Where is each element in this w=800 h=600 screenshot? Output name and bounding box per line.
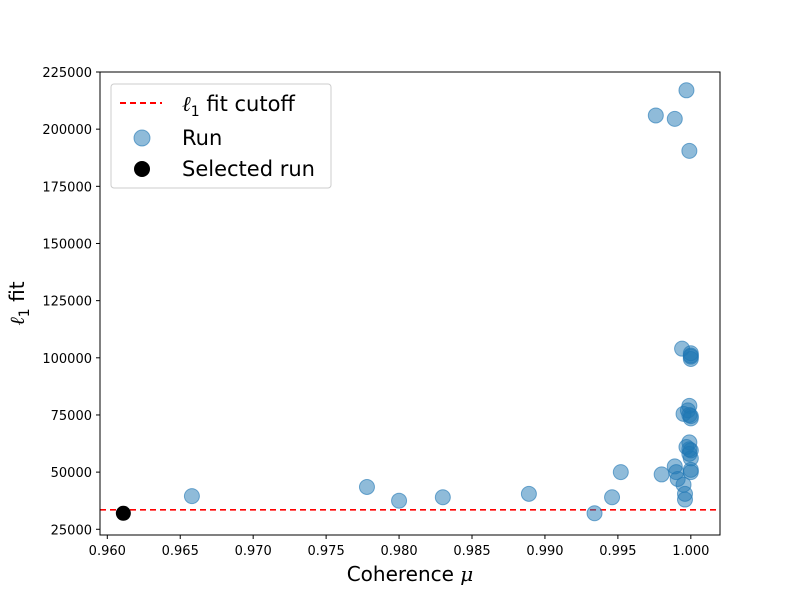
legend-cutoff-subscript: 1 [191, 104, 200, 120]
selected-run-point [115, 505, 131, 521]
y-tick-label: 100000 [42, 352, 92, 367]
legend-box [110, 83, 332, 189]
y-axis-label: ℓ1 fit [5, 281, 33, 325]
y-tick-label: 125000 [42, 295, 92, 310]
legend-cutoff-label: ℓ1 fit cutoff [182, 92, 295, 120]
run-point [358, 478, 375, 495]
plot-area [100, 82, 720, 522]
legend-selected-label: Selected run [182, 157, 315, 181]
x-tick-label: 0.995 [599, 544, 636, 559]
y-axis-label-text: fit [5, 281, 29, 308]
run-point [653, 466, 670, 483]
legend-cutoff-symbol: ℓ [182, 92, 191, 116]
y-tick-label: 25000 [51, 523, 92, 538]
run-point [183, 488, 200, 505]
y-tick-label: 175000 [42, 180, 92, 195]
x-axis-ticks: 0.960 0.965 0.970 0.975 0.980 0.985 0.990 0.995… [89, 535, 709, 559]
x-tick-label: 0.990 [526, 544, 563, 559]
run-point [678, 82, 695, 99]
x-tick-label: 0.965 [162, 544, 199, 559]
x-tick-label: 0.980 [380, 544, 417, 559]
legend-run-swatch [133, 129, 151, 147]
x-tick-label: 0.960 [89, 544, 126, 559]
x-axis-label-text: Coherence [347, 562, 461, 586]
run-point [391, 492, 408, 509]
x-tick-label: 0.985 [453, 544, 490, 559]
y-axis-ticks: 25000 50000 75000 100000 125000 150000 175000 2… [42, 66, 100, 538]
legend-selected-swatch [134, 161, 150, 177]
run-point [681, 142, 698, 159]
y-tick-label: 225000 [42, 66, 92, 81]
run-point [604, 489, 621, 506]
x-tick-label: 0.970 [235, 544, 272, 559]
run-point [666, 110, 683, 127]
run-point [586, 505, 603, 522]
run-point [520, 485, 537, 502]
run-point [612, 464, 629, 481]
y-axis-label-subscript: 1 [17, 308, 33, 317]
y-tick-label: 75000 [51, 409, 92, 424]
run-point [676, 491, 693, 508]
legend-cutoff-text: fit cutoff [200, 92, 296, 116]
y-tick-label: 50000 [51, 466, 92, 481]
legend: ℓ1 fit cutoff Run Selected run [110, 83, 332, 189]
x-tick-label: 1.000 [672, 544, 709, 559]
x-axis-label: Coherence μ [347, 562, 474, 586]
run-point [682, 408, 699, 425]
run-point [682, 347, 699, 364]
legend-run-label: Run [182, 126, 222, 150]
y-axis-label-symbol: ℓ [5, 317, 29, 326]
x-tick-label: 0.975 [308, 544, 345, 559]
run-point [682, 442, 699, 459]
run-point [434, 489, 451, 506]
run-point [647, 107, 664, 124]
x-axis-label-symbol: μ [460, 562, 473, 586]
y-tick-label: 150000 [42, 237, 92, 252]
y-tick-label: 200000 [42, 123, 92, 138]
run-point [682, 464, 699, 481]
axes-frame [99, 71, 721, 536]
